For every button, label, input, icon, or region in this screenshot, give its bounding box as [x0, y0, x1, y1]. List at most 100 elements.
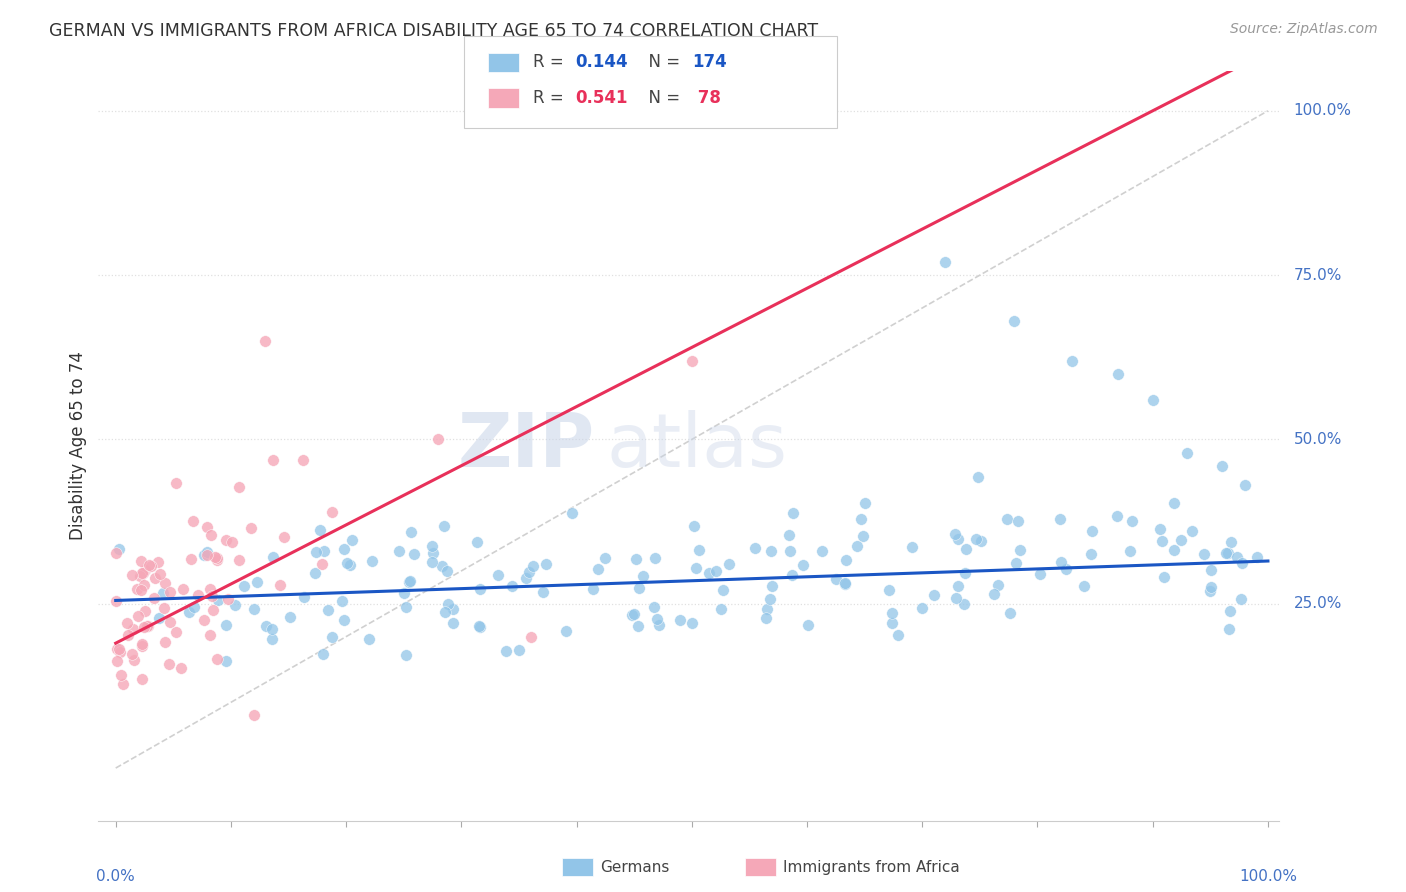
Point	[627, 581, 650, 595]
Point	[129, 569, 152, 583]
Point	[207, 593, 229, 607]
Point	[441, 616, 464, 631]
Point	[132, 578, 155, 592]
Point	[204, 549, 226, 564]
Point	[304, 566, 326, 581]
Point	[681, 615, 703, 630]
Text: 100.0%: 100.0%	[1294, 103, 1351, 119]
Point	[205, 550, 228, 565]
Point	[427, 433, 450, 447]
Point	[195, 520, 218, 534]
Point	[305, 544, 328, 558]
Point	[395, 600, 418, 615]
Point	[1192, 547, 1215, 561]
Point	[834, 576, 856, 591]
Text: 174: 174	[692, 54, 727, 71]
Point	[1149, 522, 1171, 536]
Point	[834, 575, 856, 590]
Point	[1081, 524, 1104, 538]
Point	[110, 645, 132, 659]
Point	[846, 539, 869, 553]
Point	[311, 557, 333, 571]
Point	[704, 564, 727, 578]
Point	[965, 532, 987, 546]
Point	[1211, 458, 1233, 473]
Point	[759, 591, 782, 606]
Point	[201, 589, 224, 603]
Point	[825, 572, 848, 586]
Point	[887, 628, 910, 642]
Point	[404, 548, 426, 562]
Text: 100.0%: 100.0%	[1239, 870, 1296, 884]
Point	[117, 628, 139, 642]
Point	[254, 334, 277, 348]
Point	[468, 619, 491, 633]
Point	[782, 507, 804, 521]
Point	[127, 609, 149, 624]
Point	[1246, 550, 1268, 565]
Text: N =: N =	[638, 89, 686, 107]
Point	[1080, 547, 1102, 561]
Point	[633, 568, 655, 582]
Text: N =: N =	[638, 54, 686, 71]
Point	[198, 582, 221, 597]
Point	[240, 521, 263, 535]
Point	[243, 708, 266, 723]
Point	[718, 557, 741, 571]
Point	[131, 583, 153, 598]
Point	[1153, 570, 1175, 584]
Point	[131, 566, 153, 580]
Point	[441, 602, 464, 616]
Point	[165, 625, 187, 640]
Point	[242, 602, 264, 616]
Point	[105, 594, 128, 608]
Text: R =: R =	[533, 54, 569, 71]
Point	[200, 628, 222, 642]
Point	[146, 555, 169, 569]
Point	[177, 605, 200, 619]
Point	[108, 542, 131, 557]
Point	[1175, 445, 1198, 459]
Point	[953, 597, 976, 611]
Point	[946, 532, 969, 546]
Point	[1181, 524, 1204, 539]
Y-axis label: Disability Age 65 to 74: Disability Age 65 to 74	[69, 351, 87, 541]
Point	[332, 541, 354, 556]
Point	[711, 582, 734, 597]
Point	[314, 544, 336, 558]
Point	[121, 647, 143, 661]
Point	[1054, 562, 1077, 576]
Point	[193, 549, 215, 563]
Point	[1163, 543, 1185, 558]
Point	[623, 607, 645, 621]
Point	[465, 535, 488, 549]
Point	[224, 599, 246, 613]
Point	[388, 543, 411, 558]
Point	[110, 668, 132, 682]
Point	[316, 603, 339, 617]
Point	[685, 561, 707, 575]
Point	[849, 512, 872, 526]
Point	[1199, 563, 1222, 577]
Point	[1007, 514, 1029, 528]
Point	[254, 619, 277, 633]
Point	[900, 541, 922, 555]
Point	[643, 600, 665, 615]
Point	[131, 672, 153, 686]
Point	[1107, 367, 1129, 381]
Text: 25.0%: 25.0%	[1294, 596, 1341, 611]
Point	[1119, 544, 1142, 558]
Point	[111, 677, 134, 691]
Point	[780, 568, 803, 582]
Point	[983, 587, 1005, 601]
Point	[934, 255, 956, 269]
Point	[1233, 478, 1256, 492]
Point	[688, 543, 710, 558]
Text: 0.144: 0.144	[575, 54, 627, 71]
Point	[1215, 546, 1237, 560]
Point	[309, 523, 332, 537]
Point	[217, 591, 239, 606]
Point	[124, 653, 146, 667]
Point	[122, 622, 145, 636]
Point	[395, 648, 418, 662]
